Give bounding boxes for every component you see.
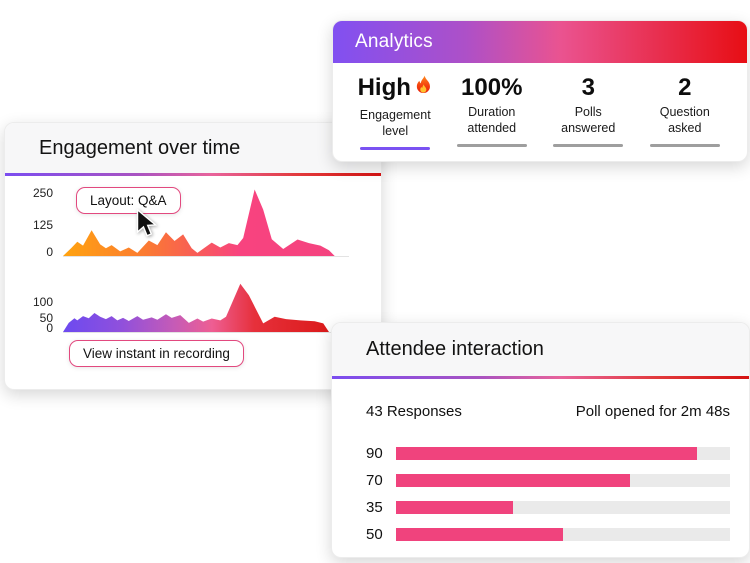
poll-duration: Poll opened for 2m 48s [575, 403, 730, 420]
responses-count: 43 Responses [366, 403, 462, 420]
bar-fill [396, 447, 697, 460]
bar-fill [396, 474, 630, 487]
y-axis-tick: 50 [39, 311, 53, 325]
y-axis-ticks: 250 125 0 [5, 186, 63, 259]
stat-label: Polls answered [561, 105, 616, 136]
attendee-card: Attendee interaction 43 Responses Poll o… [331, 322, 750, 558]
bar-value-label: 70 [366, 472, 383, 489]
stat-value: 100% [461, 74, 523, 101]
bar-track [396, 447, 730, 460]
stat-underline [360, 146, 431, 150]
bar-fill [396, 528, 563, 541]
y-axis-tick: 250 [32, 186, 53, 200]
engagement-chart-top: 250 125 0 [5, 186, 381, 259]
bar-value-label: 35 [366, 499, 383, 516]
bar-track [396, 501, 730, 514]
y-axis-tick: 100 [32, 295, 53, 309]
bar-row: 35 [366, 499, 730, 516]
view-instant-button[interactable]: View instant in recording [69, 340, 244, 367]
stat-tab-2[interactable]: 3 Polls answered [540, 75, 637, 150]
stat-label: Question asked [659, 105, 710, 136]
stat-value: 2 [678, 74, 692, 101]
gradient-divider [5, 173, 381, 176]
analytics-title: Analytics [355, 31, 433, 52]
engagement-chart-bottom: 100 50 0 [5, 280, 381, 335]
bar-value-label: 50 [366, 526, 383, 543]
bar-track [396, 474, 730, 487]
y-axis-tick: 0 [46, 321, 53, 335]
attendee-body: 43 Responses Poll opened for 2m 48s 90 70… [332, 403, 749, 543]
analytics-card-header: Analytics [333, 21, 747, 63]
stat-value: 3 [581, 74, 595, 101]
flame-icon [414, 75, 433, 103]
bar-row: 90 [366, 445, 730, 462]
stat-underline [649, 143, 720, 147]
stat-tab-0[interactable]: High Engagement level [347, 75, 444, 150]
layout-tooltip[interactable]: Layout: Q&A [76, 187, 181, 214]
engagement-card: Engagement over time 250 125 0 100 50 0 Layo… [4, 122, 382, 390]
attendee-title: Attendee interaction [366, 338, 544, 360]
stat-tab-3[interactable]: 2 Question asked [637, 75, 734, 150]
area-chart-top[interactable] [63, 189, 349, 257]
mouse-cursor-icon [135, 208, 162, 240]
stat-tab-1[interactable]: 100% Duration attended [444, 75, 541, 150]
gradient-divider [332, 376, 749, 379]
bar-fill [396, 501, 513, 514]
stat-label: Engagement level [359, 108, 431, 139]
attendee-card-header: Attendee interaction [332, 323, 749, 376]
analytics-card: Analytics High Engagement level 100% Durati… [332, 20, 748, 162]
area-chart-bottom[interactable] [63, 280, 349, 333]
engagement-title: Engagement over time [39, 136, 241, 159]
y-axis-tick: 125 [32, 218, 53, 232]
y-axis-ticks: 100 50 0 [5, 281, 63, 335]
bar-track [396, 528, 730, 541]
stat-value: High [347, 75, 444, 103]
poll-bar-chart: 90 70 35 50 [366, 445, 730, 543]
bar-row: 50 [366, 526, 730, 543]
bar-row: 70 [366, 472, 730, 489]
poll-meta-row: 43 Responses Poll opened for 2m 48s [366, 403, 730, 420]
stat-label: Duration attended [467, 105, 517, 136]
engagement-card-header: Engagement over time [5, 123, 381, 173]
analytics-stats-row: High Engagement level 100% Duration attende… [333, 63, 747, 150]
bar-value-label: 90 [366, 445, 383, 462]
stat-underline [456, 143, 527, 147]
y-axis-tick: 0 [46, 245, 53, 259]
stat-underline [553, 143, 624, 147]
